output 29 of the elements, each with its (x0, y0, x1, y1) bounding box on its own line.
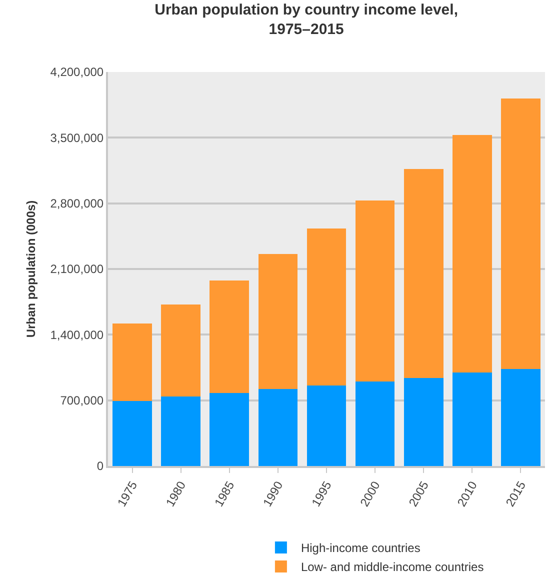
bar (355, 381, 395, 466)
bar (404, 378, 444, 466)
bar (210, 393, 250, 466)
y-tick-label: 4,200,000 (50, 65, 104, 80)
bar (355, 200, 395, 382)
bar (452, 134, 492, 372)
bar (501, 368, 540, 466)
y-tick-label: 2,100,000 (50, 262, 104, 276)
legend-label: Low- and middle-income countries (300, 560, 484, 574)
bar (258, 254, 298, 390)
y-axis-title: Urban population (000s) (24, 200, 38, 338)
legend-label: High-income countries (300, 541, 420, 556)
bar (404, 169, 444, 378)
bar (210, 280, 250, 394)
bar (112, 324, 152, 401)
y-tick-label: 2,800,000 (50, 196, 104, 211)
bar (161, 304, 200, 397)
bar (161, 396, 200, 466)
bar (112, 400, 152, 466)
bar (306, 385, 346, 466)
bar (306, 228, 346, 386)
bar (501, 98, 540, 369)
y-tick-label: 1,400,000 (50, 328, 104, 342)
y-tick-label: 0 (96, 459, 104, 474)
y-tick-label: 3,500,000 (50, 130, 104, 145)
bar (452, 372, 492, 466)
bar (258, 389, 298, 466)
chart-title: Urban population by country income level, 1975–2015 (154, 2, 458, 38)
y-tick-label: 700,000 (60, 394, 104, 408)
